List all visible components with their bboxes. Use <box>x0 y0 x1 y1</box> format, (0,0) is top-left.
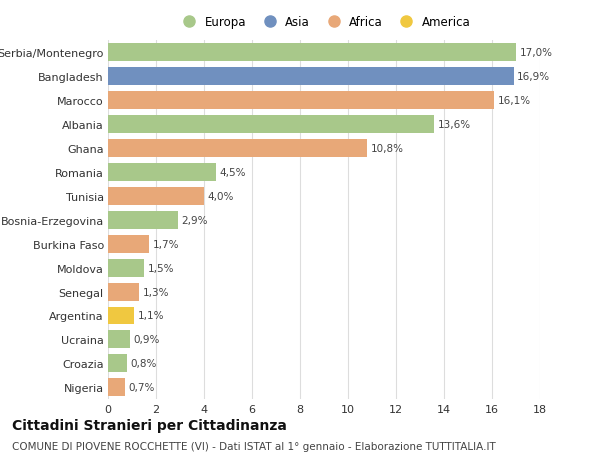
Text: 16,1%: 16,1% <box>498 96 531 106</box>
Bar <box>108 116 434 134</box>
Text: 1,1%: 1,1% <box>138 311 164 321</box>
Text: 13,6%: 13,6% <box>438 120 471 130</box>
Bar <box>108 259 144 277</box>
Bar <box>108 92 494 110</box>
Text: 0,9%: 0,9% <box>133 335 160 345</box>
Text: Cittadini Stranieri per Cittadinanza: Cittadini Stranieri per Cittadinanza <box>12 418 287 431</box>
Bar <box>108 307 134 325</box>
Text: 1,5%: 1,5% <box>148 263 174 273</box>
Text: 4,5%: 4,5% <box>220 168 246 178</box>
Bar <box>108 283 139 301</box>
Bar <box>108 330 130 349</box>
Text: 1,3%: 1,3% <box>143 287 169 297</box>
Bar <box>108 187 204 205</box>
Text: 10,8%: 10,8% <box>371 144 404 154</box>
Text: 0,7%: 0,7% <box>128 382 155 392</box>
Bar <box>108 164 216 181</box>
Legend: Europa, Asia, Africa, America: Europa, Asia, Africa, America <box>173 11 475 34</box>
Text: 4,0%: 4,0% <box>208 191 234 202</box>
Bar <box>108 378 125 396</box>
Text: 2,9%: 2,9% <box>181 215 208 225</box>
Bar <box>108 68 514 86</box>
Bar <box>108 211 178 229</box>
Text: 16,9%: 16,9% <box>517 72 550 82</box>
Bar <box>108 235 149 253</box>
Text: 1,7%: 1,7% <box>152 239 179 249</box>
Text: 0,8%: 0,8% <box>131 358 157 369</box>
Bar <box>108 140 367 157</box>
Bar <box>108 44 516 62</box>
Bar <box>108 354 127 373</box>
Text: COMUNE DI PIOVENE ROCCHETTE (VI) - Dati ISTAT al 1° gennaio - Elaborazione TUTTI: COMUNE DI PIOVENE ROCCHETTE (VI) - Dati … <box>12 441 496 451</box>
Text: 17,0%: 17,0% <box>520 48 553 58</box>
